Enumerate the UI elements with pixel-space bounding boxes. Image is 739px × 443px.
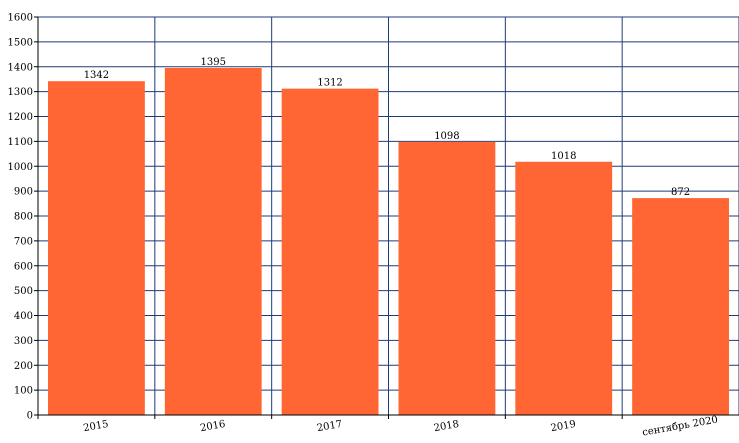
y-tick-label: 300 xyxy=(14,336,33,347)
y-tick-label: 0 xyxy=(27,411,33,422)
bar-2015 xyxy=(48,81,145,416)
data-label: 1342 xyxy=(84,70,109,81)
y-tick-label: 900 xyxy=(14,187,33,198)
y-tick-label: 1000 xyxy=(8,162,33,173)
x-tick-label: 2017 xyxy=(316,419,343,434)
grid-lines xyxy=(38,16,739,416)
bar-2016 xyxy=(164,67,262,416)
x-axis-ticks: 2015 2016 2017 2018 2019 сентябрь 2020 xyxy=(37,414,719,439)
bar-2018 xyxy=(398,141,496,415)
x-tick-label: 2015 xyxy=(82,419,109,434)
y-tick-label: 1200 xyxy=(8,112,33,123)
x-tick-label: 2018 xyxy=(433,419,460,434)
x-tick-label: 2019 xyxy=(550,419,577,434)
y-tick-label: 200 xyxy=(14,361,33,372)
bar-сентябрь-2020 xyxy=(632,198,729,415)
bars xyxy=(48,67,729,416)
y-tick-label: 1400 xyxy=(8,62,33,73)
data-label: 1395 xyxy=(201,57,226,68)
y-tick-label: 800 xyxy=(14,212,33,223)
bar-2019 xyxy=(515,161,613,415)
data-label: 872 xyxy=(671,187,690,198)
bar-2017 xyxy=(281,88,379,415)
y-tick-label: 1600 xyxy=(8,13,33,24)
y-tick-label: 1500 xyxy=(8,37,33,48)
y-tick-label: 500 xyxy=(14,286,33,297)
x-tick-label: сентябрь 2020 xyxy=(642,414,719,438)
data-label: 1018 xyxy=(551,151,576,162)
y-tick-label: 700 xyxy=(14,236,33,247)
data-labels: 1342 1395 1312 1098 1018 872 xyxy=(84,57,690,198)
y-tick-label: 400 xyxy=(14,311,33,322)
x-tick-label: 2016 xyxy=(199,419,226,434)
y-tick-label: 600 xyxy=(14,261,33,272)
data-label: 1312 xyxy=(317,78,342,89)
y-tick-label: 100 xyxy=(14,386,33,397)
data-label: 1098 xyxy=(434,131,459,142)
y-tick-label: 1300 xyxy=(8,87,33,98)
y-axis-ticks: 0 100 200 300 400 500 600 700 800 900 1000 1100 1200… xyxy=(8,13,38,422)
y-tick-label: 1100 xyxy=(8,137,33,148)
